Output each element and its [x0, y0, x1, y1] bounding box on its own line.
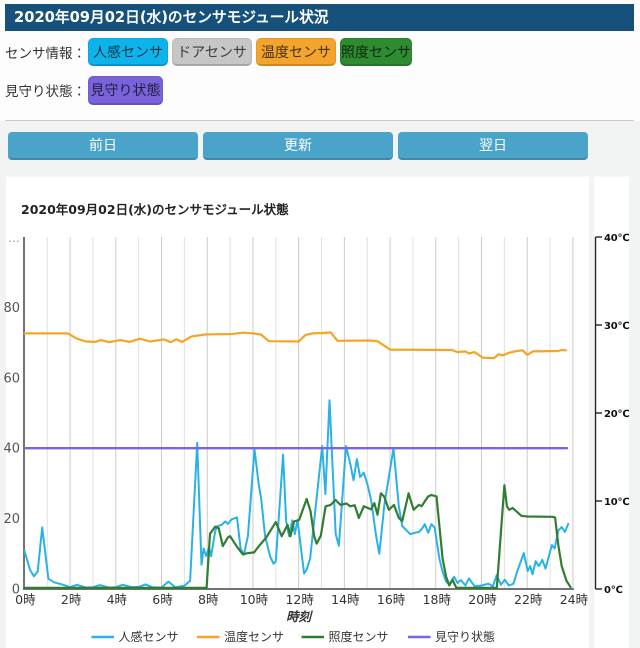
door-sensor-button[interactable]: ドアセンサ: [172, 38, 252, 66]
legend-label: 人感センサ: [119, 629, 179, 644]
x-tick-label: 16時: [377, 592, 406, 607]
y-left-tick-label: 80: [3, 301, 20, 316]
previous-day-button-label: 前日: [89, 138, 117, 154]
illuminance-sensor-button-label: 照度センサ: [341, 44, 411, 61]
temperature-sensor-button[interactable]: 温度センサ: [256, 38, 336, 66]
y-left-overflow-label: …: [8, 231, 20, 245]
illuminance-sensor-button[interactable]: 照度センサ: [340, 38, 412, 66]
y-left-tick-label: 60: [3, 371, 20, 386]
next-day-button-label: 翌日: [479, 138, 507, 154]
y-right-tick-label: 20℃: [604, 409, 630, 420]
x-tick-label: 10時: [240, 592, 269, 607]
y-right-tick-label: 0℃: [604, 585, 623, 596]
page-title: 2020年09月02日(水)のセンサモジュール状況: [5, 4, 634, 31]
refresh-button[interactable]: 更新: [203, 132, 393, 160]
y-right-tick-label: 40℃: [604, 233, 630, 244]
legend-label: 見守り状態: [435, 630, 495, 644]
x-tick-label: 24時: [560, 592, 589, 607]
previous-day-button[interactable]: 前日: [8, 132, 198, 160]
x-tick-label: 18時: [423, 592, 452, 607]
section-divider: [5, 120, 634, 121]
sensor-chart: 2020年09月02日(水)のセンサモジュール状態 0 20 40 60 80 … 0℃ 10℃…: [3, 176, 630, 648]
y-right-tick-label: 30℃: [604, 321, 630, 332]
watch-state-button[interactable]: 見守り状態: [88, 76, 163, 105]
sensor-info-label: センサ情報：: [5, 46, 86, 62]
x-tick-label: 8時: [198, 592, 219, 607]
chart-title: 2020年09月02日(水)のセンサモジュール状態: [21, 202, 289, 217]
series-line: [23, 331, 568, 360]
door-sensor-button-label: ドアセンサ: [177, 44, 247, 61]
y-left-tick-label: 20: [3, 512, 20, 527]
next-day-button[interactable]: 翌日: [398, 132, 588, 160]
legend-label: 照度センサ: [329, 630, 389, 644]
y-left-tick-label: 40: [3, 442, 20, 457]
x-tick-label: 22時: [514, 592, 543, 607]
series-line: [23, 484, 572, 589]
x-tick-label: 2時: [61, 592, 82, 607]
x-tick-label: 6時: [152, 592, 173, 607]
chart-panel: [6, 176, 589, 648]
watch-state-button-label: 見守り状態: [90, 83, 161, 99]
x-tick-label: 0時: [15, 592, 36, 607]
temperature-sensor-button-label: 温度センサ: [261, 44, 331, 61]
x-tick-label: 14時: [331, 592, 360, 607]
legend-label: 温度センサ: [224, 630, 284, 644]
watch-state-label: 見守り状態：: [5, 84, 86, 100]
x-tick-label: 4時: [107, 592, 128, 607]
x-tick-label: 20時: [468, 592, 497, 607]
x-axis-title: 時刻: [286, 609, 314, 624]
y-left-tick-label: 0: [12, 583, 20, 598]
motion-sensor-button[interactable]: 人感センサ: [88, 38, 168, 66]
refresh-button-label: 更新: [284, 138, 312, 154]
right-axis-panel: [594, 176, 629, 648]
y-right-tick-label: 10℃: [604, 497, 630, 508]
motion-sensor-button-label: 人感センサ: [93, 44, 163, 61]
x-tick-label: 12時: [285, 592, 314, 607]
